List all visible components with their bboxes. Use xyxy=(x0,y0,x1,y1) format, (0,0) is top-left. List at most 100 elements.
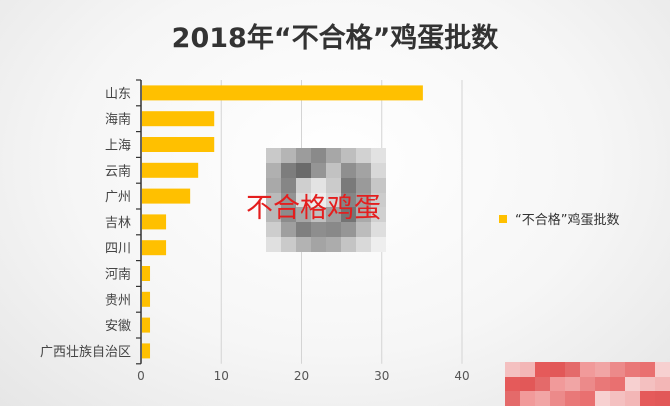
mosaic-cell xyxy=(311,162,326,178)
mosaic-cell xyxy=(356,222,371,238)
category-label: 广州 xyxy=(105,190,131,205)
mosaic-cell xyxy=(281,162,296,178)
bar xyxy=(142,266,151,281)
mosaic-cell xyxy=(296,207,311,223)
mosaic-cell xyxy=(281,207,296,223)
category-label: 山东 xyxy=(105,87,131,102)
mosaic-cell xyxy=(311,192,326,208)
mosaic-cell xyxy=(311,148,326,163)
watermark-cell xyxy=(640,391,655,406)
watermark-cell xyxy=(535,391,550,406)
legend: “不合格”鸡蛋批数 xyxy=(499,212,619,228)
watermark-cell xyxy=(655,362,670,377)
mosaic-cell xyxy=(311,207,326,223)
watermark-cell xyxy=(535,362,550,377)
mosaic-cell xyxy=(281,177,296,193)
bar xyxy=(142,214,167,230)
mosaic-cell xyxy=(371,207,386,223)
category-label: 上海 xyxy=(105,139,131,154)
bar xyxy=(142,188,191,204)
mosaic-cell xyxy=(341,237,356,252)
mosaic-cell xyxy=(296,222,311,238)
legend-label: “不合格”鸡蛋批数 xyxy=(515,212,619,228)
category-label: 安徽 xyxy=(105,319,131,334)
watermark-cell xyxy=(640,362,655,377)
watermark-cell xyxy=(535,376,550,392)
overlay-caption: 不合格鸡蛋 xyxy=(246,193,381,224)
watermark-cell xyxy=(505,376,520,392)
mosaic-cell xyxy=(341,207,356,223)
mosaic-cell xyxy=(266,177,281,193)
watermark-cell xyxy=(505,391,520,406)
mosaic-cell xyxy=(341,222,356,238)
mosaic-cell xyxy=(311,222,326,238)
bar xyxy=(142,85,423,101)
mosaic-cell xyxy=(371,177,386,193)
mosaic-cell xyxy=(281,237,296,252)
mosaic-cell xyxy=(341,162,356,178)
category-label: 贵州 xyxy=(105,293,131,308)
bar xyxy=(142,343,151,359)
category-label: 四川 xyxy=(105,242,131,257)
mosaic-cell xyxy=(356,207,371,223)
watermark-cell xyxy=(550,376,565,392)
mosaic-cell xyxy=(266,162,281,178)
watermark-cell xyxy=(565,376,580,392)
category-label: 吉林 xyxy=(105,216,131,231)
watermark-cell xyxy=(580,391,595,406)
mosaic-cell xyxy=(356,192,371,208)
watermark-cell xyxy=(520,362,535,377)
bar xyxy=(142,137,215,152)
mosaic-cell xyxy=(356,148,371,163)
watermark-cell xyxy=(580,376,595,392)
mosaic-cell xyxy=(266,148,281,163)
mosaic-cell xyxy=(266,207,281,223)
x-tick-label: 20 xyxy=(294,369,309,383)
watermark-cell xyxy=(640,376,655,392)
mosaic-cell xyxy=(296,192,311,208)
bar xyxy=(142,240,167,256)
watermark-cell xyxy=(565,362,580,377)
value-tick-labels: 0 10 20 30 40 xyxy=(137,369,469,383)
watermark-cell xyxy=(550,391,565,406)
mosaic-cell xyxy=(326,222,341,238)
mosaic-cell xyxy=(266,237,281,252)
mosaic-cell xyxy=(326,148,341,163)
mosaic-cell xyxy=(281,148,296,163)
mosaic-cell xyxy=(371,148,386,163)
mosaic-cell xyxy=(326,237,341,252)
category-axis xyxy=(136,79,142,365)
x-tick-label: 30 xyxy=(374,369,389,383)
mosaic-cell xyxy=(311,177,326,193)
bar xyxy=(142,291,151,307)
mosaic-cell xyxy=(296,162,311,178)
watermark-cell xyxy=(610,362,625,377)
mosaic-cell xyxy=(326,207,341,223)
mosaic-cell xyxy=(356,237,371,252)
mosaic-cell xyxy=(296,237,311,252)
watermark-cell xyxy=(655,391,670,406)
watermark-cell xyxy=(595,391,610,406)
watermark-cell xyxy=(550,362,565,377)
chart-title: 2018年“不合格”鸡蛋批数 xyxy=(171,23,499,54)
mosaic-cell xyxy=(371,162,386,178)
watermark-cell xyxy=(520,376,535,392)
mosaic-cell xyxy=(296,177,311,193)
mosaic-cell xyxy=(371,222,386,238)
watermark-cell xyxy=(505,362,520,377)
mosaic-cell xyxy=(326,192,341,208)
category-label: 海南 xyxy=(105,112,131,128)
mosaic-cell xyxy=(326,177,341,193)
x-tick-label: 0 xyxy=(137,369,145,383)
watermark-cell xyxy=(595,376,610,392)
mosaic-cell xyxy=(341,148,356,163)
mosaic-cell xyxy=(266,222,281,238)
pixelated-watermark xyxy=(505,362,670,406)
mosaic-cell xyxy=(311,237,326,252)
watermark-cell xyxy=(625,391,640,406)
watermark-cell xyxy=(520,391,535,406)
mosaic-cell xyxy=(281,192,296,208)
mosaic-cell xyxy=(326,162,341,178)
x-tick-label: 10 xyxy=(214,369,229,383)
